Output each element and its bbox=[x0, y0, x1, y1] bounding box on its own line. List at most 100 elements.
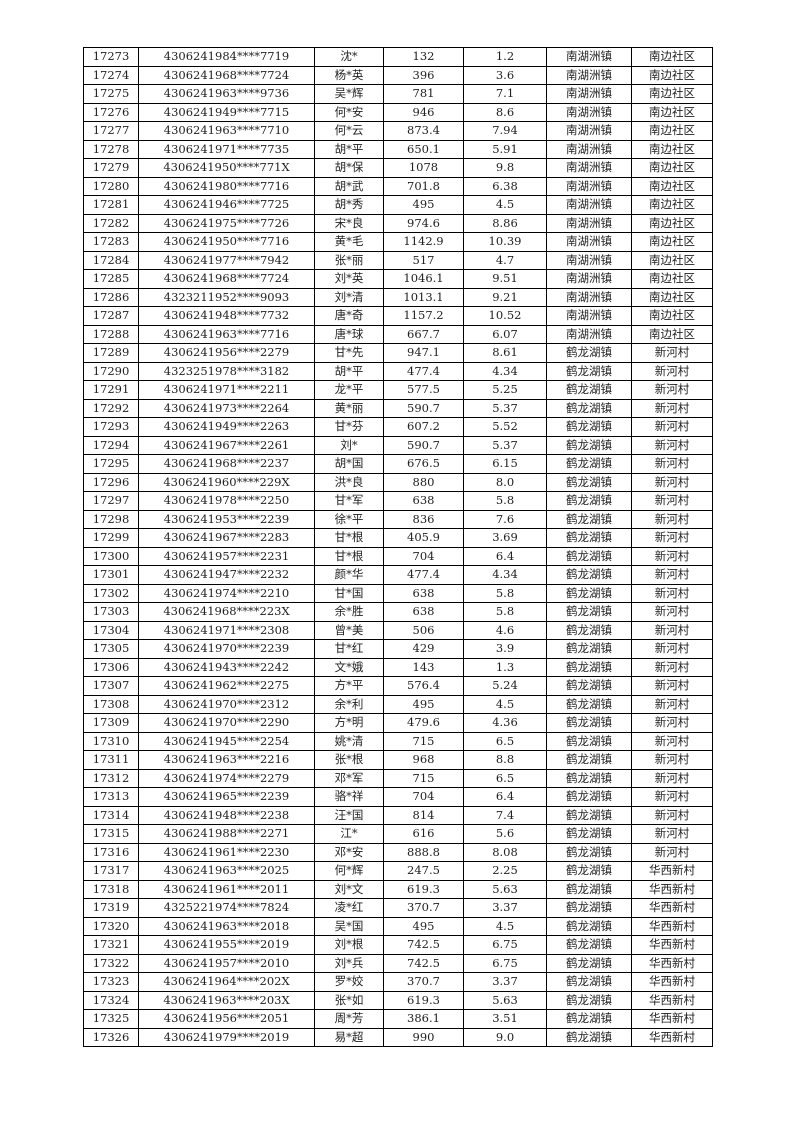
row-number-cell: 17303 bbox=[83, 602, 139, 622]
value-cell: 5.8 bbox=[463, 583, 547, 603]
town-cell: 鹤龙湖镇 bbox=[546, 676, 632, 696]
row-number-cell: 17273 bbox=[83, 47, 139, 67]
village-cell: 新河村 bbox=[631, 361, 713, 381]
id-number-cell: 4306241971****7735 bbox=[138, 139, 315, 159]
table-row: 17318 4306241961****2011 刘*文 619.3 5.63 鹤龙湖镇华… bbox=[83, 879, 713, 899]
amount-cell: 619.3 bbox=[383, 990, 464, 1010]
value-cell: 3.69 bbox=[463, 528, 547, 548]
town-cell: 南湖洲镇 bbox=[546, 324, 632, 344]
village-cell: 新河村 bbox=[631, 768, 713, 788]
town-cell: 鹤龙湖镇 bbox=[546, 694, 632, 714]
id-number-cell: 4306241970****2239 bbox=[138, 639, 315, 659]
amount-cell: 370.7 bbox=[383, 972, 464, 992]
value-cell: 8.61 bbox=[463, 343, 547, 363]
row-number-cell: 17294 bbox=[83, 435, 139, 455]
id-number-cell: 4306241963****9736 bbox=[138, 84, 315, 104]
table-row: 17323 4306241964****202X 罗*姣 370.7 3.37 鹤龙湖镇华… bbox=[83, 972, 713, 992]
town-cell: 鹤龙湖镇 bbox=[546, 565, 632, 585]
person-name-cell: 甘*国 bbox=[314, 583, 384, 603]
town-cell: 南湖洲镇 bbox=[546, 287, 632, 307]
id-number-cell: 4306241946****7725 bbox=[138, 195, 315, 215]
amount-cell: 968 bbox=[383, 750, 464, 770]
village-cell: 华西新村 bbox=[631, 990, 713, 1010]
amount-cell: 946 bbox=[383, 102, 464, 122]
village-cell: 南边社区 bbox=[631, 47, 713, 67]
town-cell: 鹤龙湖镇 bbox=[546, 990, 632, 1010]
table-row: 17277 4306241963****7710 何*云 873.4 7.94 南湖洲镇南… bbox=[83, 121, 713, 141]
id-number-cell: 4306241949****2263 bbox=[138, 417, 315, 437]
row-number-cell: 17320 bbox=[83, 916, 139, 936]
row-number-cell: 17311 bbox=[83, 750, 139, 770]
value-cell: 6.4 bbox=[463, 546, 547, 566]
id-number-cell: 4306241953****2239 bbox=[138, 509, 315, 529]
amount-cell: 715 bbox=[383, 768, 464, 788]
row-number-cell: 17302 bbox=[83, 583, 139, 603]
value-cell: 5.63 bbox=[463, 879, 547, 899]
amount-cell: 701.8 bbox=[383, 176, 464, 196]
amount-cell: 676.5 bbox=[383, 454, 464, 474]
village-cell: 新河村 bbox=[631, 713, 713, 733]
row-number-cell: 17301 bbox=[83, 565, 139, 585]
value-cell: 6.38 bbox=[463, 176, 547, 196]
value-cell: 1.3 bbox=[463, 657, 547, 677]
row-number-cell: 17282 bbox=[83, 213, 139, 233]
row-number-cell: 17323 bbox=[83, 972, 139, 992]
town-cell: 南湖洲镇 bbox=[546, 158, 632, 178]
village-cell: 新河村 bbox=[631, 417, 713, 437]
row-number-cell: 17277 bbox=[83, 121, 139, 141]
village-cell: 新河村 bbox=[631, 565, 713, 585]
row-number-cell: 17304 bbox=[83, 620, 139, 640]
id-number-cell: 4306241948****7732 bbox=[138, 306, 315, 326]
table-row: 17311 4306241963****2216 张*根 968 8.8 鹤龙湖镇 新河村 bbox=[83, 750, 713, 770]
row-number-cell: 17322 bbox=[83, 953, 139, 973]
value-cell: 3.9 bbox=[463, 639, 547, 659]
amount-cell: 386.1 bbox=[383, 1009, 464, 1029]
row-number-cell: 17275 bbox=[83, 84, 139, 104]
amount-cell: 742.5 bbox=[383, 935, 464, 955]
amount-cell: 704 bbox=[383, 546, 464, 566]
amount-cell: 880 bbox=[383, 472, 464, 492]
village-cell: 华西新村 bbox=[631, 1027, 713, 1047]
table-row: 17291 4306241971****2211 龙*平 577.5 5.25 鹤龙湖镇新… bbox=[83, 380, 713, 400]
village-cell: 新河村 bbox=[631, 528, 713, 548]
person-name-cell: 唐*球 bbox=[314, 324, 384, 344]
village-cell: 南边社区 bbox=[631, 102, 713, 122]
row-number-cell: 17293 bbox=[83, 417, 139, 437]
amount-cell: 143 bbox=[383, 657, 464, 677]
value-cell: 3.51 bbox=[463, 1009, 547, 1029]
table-row: 17326 4306241979****2019 易*超 990 9.0 鹤龙湖镇 华西新村 bbox=[83, 1027, 713, 1047]
row-number-cell: 17306 bbox=[83, 657, 139, 677]
value-cell: 9.0 bbox=[463, 1027, 547, 1047]
row-number-cell: 17324 bbox=[83, 990, 139, 1010]
village-cell: 新河村 bbox=[631, 472, 713, 492]
person-name-cell: 甘*红 bbox=[314, 639, 384, 659]
value-cell: 7.1 bbox=[463, 84, 547, 104]
amount-cell: 495 bbox=[383, 694, 464, 714]
town-cell: 鹤龙湖镇 bbox=[546, 916, 632, 936]
value-cell: 7.6 bbox=[463, 509, 547, 529]
village-cell: 华西新村 bbox=[631, 935, 713, 955]
town-cell: 鹤龙湖镇 bbox=[546, 805, 632, 825]
village-cell: 新河村 bbox=[631, 620, 713, 640]
id-number-cell: 4306241956****2051 bbox=[138, 1009, 315, 1029]
table-row: 17307 4306241962****2275 方*平 576.4 5.24 鹤龙湖镇新… bbox=[83, 676, 713, 696]
id-number-cell: 4306241957****2010 bbox=[138, 953, 315, 973]
person-name-cell: 余*利 bbox=[314, 694, 384, 714]
amount-cell: 836 bbox=[383, 509, 464, 529]
amount-cell: 495 bbox=[383, 195, 464, 215]
village-cell: 华西新村 bbox=[631, 879, 713, 899]
person-name-cell: 何*云 bbox=[314, 121, 384, 141]
row-number-cell: 17313 bbox=[83, 787, 139, 807]
table-row: 17283 4306241950****7716 黄*毛 1142.9 10.39 南湖洲… bbox=[83, 232, 713, 252]
village-cell: 新河村 bbox=[631, 694, 713, 714]
id-number-cell: 4306241957****2231 bbox=[138, 546, 315, 566]
row-number-cell: 17287 bbox=[83, 306, 139, 326]
table-row: 17289 4306241956****2279 甘*先 947.1 8.61 鹤龙湖镇新… bbox=[83, 343, 713, 363]
amount-cell: 506 bbox=[383, 620, 464, 640]
table-row: 17322 4306241957****2010 刘*兵 742.5 6.75 鹤龙湖镇华… bbox=[83, 953, 713, 973]
row-number-cell: 17274 bbox=[83, 65, 139, 85]
town-cell: 鹤龙湖镇 bbox=[546, 824, 632, 844]
town-cell: 鹤龙湖镇 bbox=[546, 583, 632, 603]
table-row: 17316 4306241961****2230 邓*安 888.8 8.08 鹤龙湖镇新… bbox=[83, 842, 713, 862]
value-cell: 5.37 bbox=[463, 398, 547, 418]
